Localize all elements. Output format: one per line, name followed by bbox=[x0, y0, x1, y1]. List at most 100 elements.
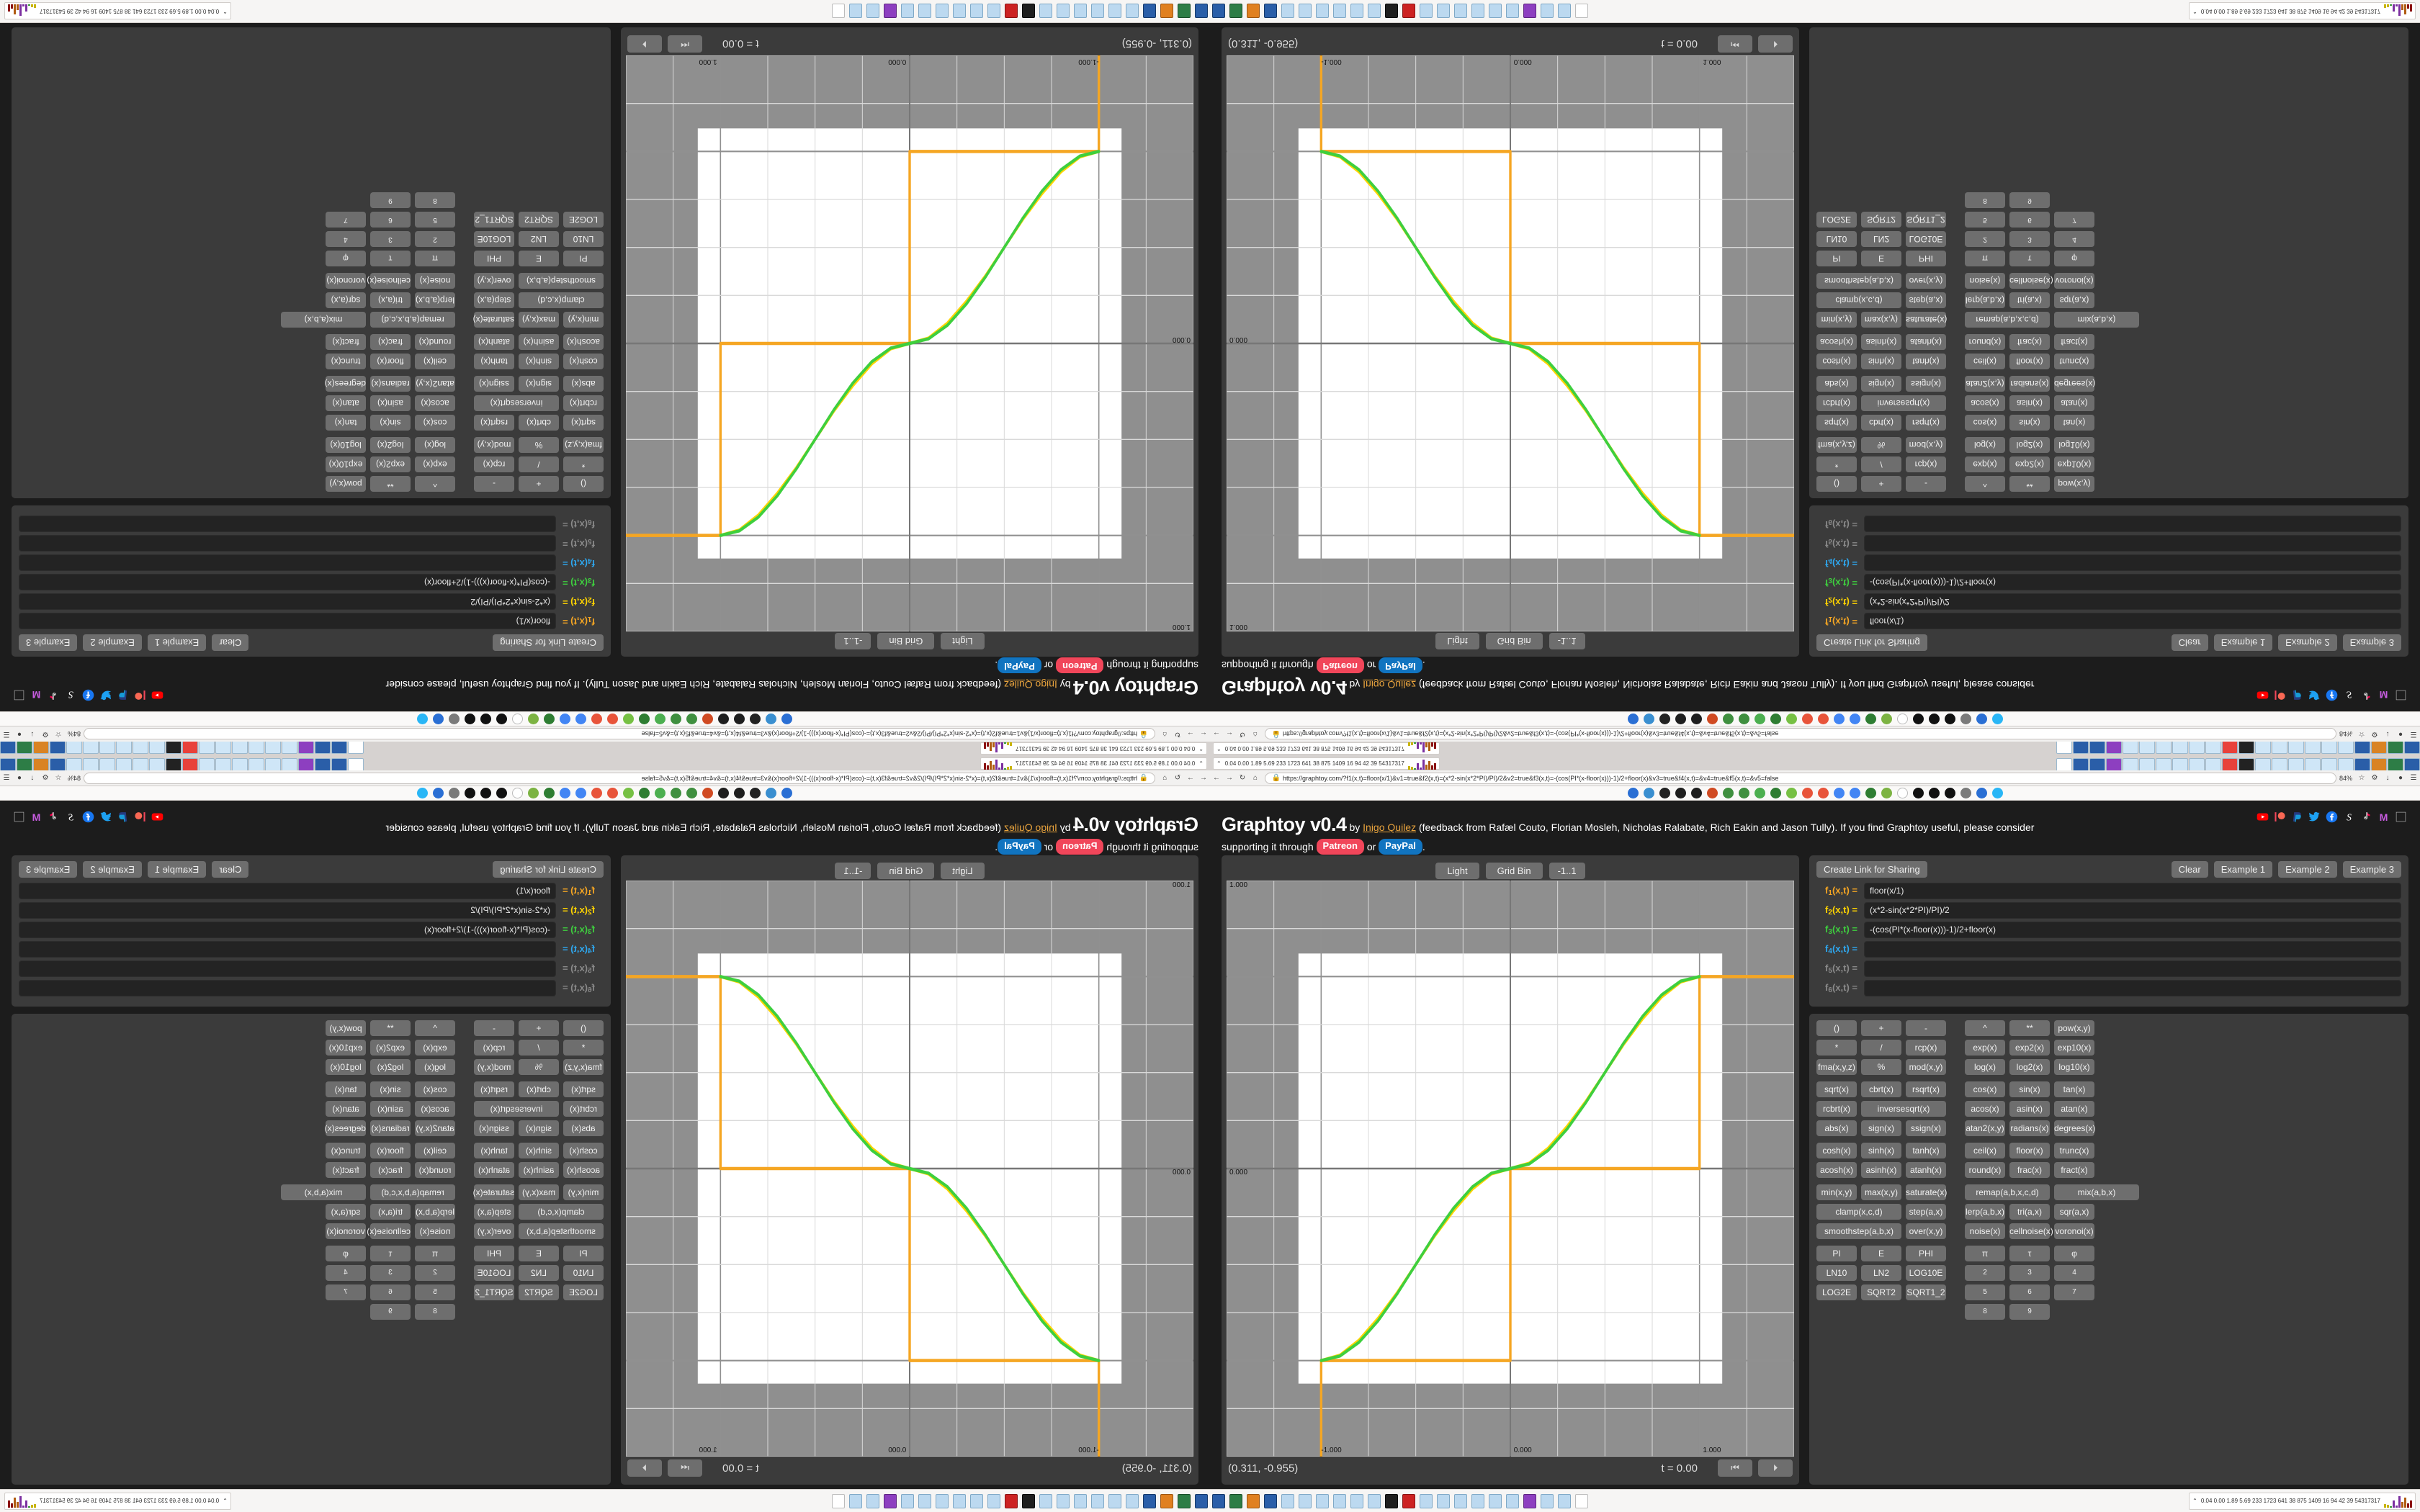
bookmark-icon[interactable] bbox=[512, 714, 524, 724]
tiktok-icon[interactable] bbox=[2360, 811, 2372, 823]
extensions-icon[interactable]: ⚙ bbox=[42, 773, 49, 782]
menu-icon[interactable]: ☰ bbox=[3, 773, 10, 782]
facebook-icon[interactable] bbox=[2326, 689, 2338, 701]
keypad-button-atan2-x-y[interactable]: atan2(x,y) bbox=[1965, 376, 2005, 392]
browser-tabstrip[interactable]: ⌃ 0.04 0.00 1.89 5.69 233 1723 641 38 87… bbox=[0, 756, 1210, 770]
keypad-button-tri-a-x[interactable]: tri(a,x) bbox=[2009, 1204, 2050, 1220]
keypad-button-[interactable]: () bbox=[1816, 476, 1857, 492]
keypad-button-rcp-x[interactable]: rcp(x) bbox=[474, 456, 514, 472]
formula-input[interactable] bbox=[1864, 960, 2401, 977]
keypad-button-clamp-x-c-d[interactable]: clamp(x,c,d) bbox=[519, 292, 604, 308]
bookmark-icon[interactable] bbox=[544, 714, 555, 724]
keypad-button-2[interactable]: 2 bbox=[415, 231, 455, 247]
keypad-button-[interactable]: + bbox=[1861, 476, 1901, 492]
browser-tab[interactable] bbox=[50, 758, 66, 770]
taskbar-icon[interactable] bbox=[1385, 4, 1398, 19]
patreon-icon[interactable] bbox=[134, 689, 146, 701]
create-link-button[interactable]: Create Link for Sharing bbox=[493, 634, 604, 651]
keypad-button-sinh-x[interactable]: sinh(x) bbox=[519, 1143, 559, 1158]
keypad-button-[interactable]: - bbox=[474, 1020, 514, 1036]
example-3-button[interactable]: Example 3 bbox=[19, 861, 78, 878]
browser-tab[interactable] bbox=[2222, 742, 2238, 754]
bookmark-icon[interactable] bbox=[1865, 714, 1876, 724]
formula-toolbar[interactable]: Create Link for Sharing Clear Example 1 … bbox=[19, 634, 604, 651]
taskbar-icon[interactable] bbox=[866, 4, 879, 19]
formula-input[interactable]: (x*2-sin(x*2*PI)/PI)/2 bbox=[1864, 902, 2401, 919]
keypad-button-sqrt1-2[interactable]: SQRT1_2 bbox=[474, 1284, 514, 1300]
browser-navigation-bar[interactable]: ← → ↻ ⌂ 🔒 https://graphtoy.com/?f1(x,t)=… bbox=[0, 726, 1210, 742]
rewind-button[interactable]: ⏮ bbox=[1718, 1459, 1752, 1477]
taskbar-icon[interactable] bbox=[1489, 4, 1502, 19]
bookmark-icon[interactable] bbox=[1722, 788, 1734, 798]
keypad-button-ssign-x[interactable]: ssign(x) bbox=[1906, 1120, 1946, 1136]
keypad-button-frac-x[interactable]: frac(x) bbox=[2009, 1162, 2050, 1178]
keypad-button-[interactable]: % bbox=[1861, 437, 1901, 453]
keypad-button-[interactable]: + bbox=[519, 1020, 559, 1036]
taskbar-icon[interactable] bbox=[970, 4, 983, 19]
keypad-button-5[interactable]: 5 bbox=[1965, 1284, 2005, 1300]
taskbar-icon[interactable] bbox=[1091, 4, 1104, 19]
keypad-button-remap-a-b-x-c-d[interactable]: remap(a,b,x,c,d) bbox=[1965, 312, 2050, 328]
keypad-button-6[interactable]: 6 bbox=[2009, 212, 2050, 228]
patreon-button[interactable]: Patreon bbox=[1316, 839, 1364, 855]
keypad-button-6[interactable]: 6 bbox=[2009, 1284, 2050, 1300]
keypad-button-sin-x[interactable]: sin(x) bbox=[370, 1081, 411, 1097]
taskbar-icon[interactable] bbox=[1523, 1493, 1536, 1508]
keypad-button-lerp-a-b-x[interactable]: lerp(a,b,x) bbox=[1965, 1204, 2005, 1220]
formula-label[interactable]: f1(x,t) = bbox=[563, 615, 595, 627]
taskbar-icon[interactable] bbox=[1005, 4, 1018, 19]
keypad-button-[interactable]: % bbox=[519, 1059, 559, 1075]
taskbar-icon[interactable] bbox=[987, 4, 1000, 19]
keypad-button-cellnoise-x[interactable]: cellnoise(x) bbox=[367, 1223, 411, 1239]
bookmark-icon[interactable] bbox=[1643, 714, 1654, 724]
keypad-button-noise-x[interactable]: noise(x) bbox=[1965, 1223, 2005, 1239]
social-links[interactable]: S M bbox=[13, 811, 163, 823]
taskbar-icon[interactable] bbox=[1160, 4, 1173, 19]
bookmark-icon[interactable] bbox=[781, 714, 793, 724]
reload-icon[interactable]: ↻ bbox=[1174, 773, 1181, 782]
zoom-level[interactable]: 84% bbox=[68, 774, 81, 782]
keypad-button-tanh-x[interactable]: tanh(x) bbox=[1906, 354, 1946, 369]
browser-tab[interactable] bbox=[232, 758, 248, 770]
keypad-button-ceil-x[interactable]: ceil(x) bbox=[415, 1143, 455, 1158]
keypad-button-abs-x[interactable]: abs(x) bbox=[563, 1120, 604, 1136]
keypad-button-rcp-x[interactable]: rcp(x) bbox=[474, 1040, 514, 1056]
browser-tab[interactable] bbox=[2255, 758, 2271, 770]
theme-toggle-button[interactable]: Light bbox=[941, 862, 985, 879]
browser-tab[interactable] bbox=[2156, 758, 2172, 770]
bookmark-icon[interactable] bbox=[1865, 788, 1876, 798]
keypad-button-clamp-x-c-d[interactable]: clamp(x,c,d) bbox=[1816, 292, 1901, 308]
browser-tab[interactable] bbox=[199, 758, 215, 770]
keypad-button-cellnoise-x[interactable]: cellnoise(x) bbox=[2009, 273, 2053, 289]
keypad-button-cos-x[interactable]: cos(x) bbox=[1965, 415, 2005, 431]
rewind-button[interactable]: ⏮ bbox=[1718, 35, 1752, 53]
keypad-button-3[interactable]: 3 bbox=[370, 231, 411, 247]
taskbar-icon[interactable] bbox=[1022, 4, 1035, 19]
keypad-button-sqrt-x[interactable]: sqrt(x) bbox=[1816, 415, 1857, 431]
profile-icon[interactable]: ● bbox=[17, 773, 22, 782]
bookmark-icon[interactable] bbox=[1944, 788, 1955, 798]
browser-tab[interactable] bbox=[248, 742, 264, 754]
keypad-button-inversesqrt-x[interactable]: inversesqrt(x) bbox=[1861, 395, 1946, 411]
keypad-button-pi[interactable]: PI bbox=[563, 1246, 604, 1261]
keypad-button-fract-x[interactable]: fract(x) bbox=[2054, 1162, 2094, 1178]
bookmark-icon[interactable] bbox=[449, 714, 460, 724]
taskbar-icon[interactable] bbox=[987, 1493, 1000, 1508]
keypad-button-mod-x-y[interactable]: mod(x,y) bbox=[1906, 437, 1946, 453]
reload-icon[interactable]: ↻ bbox=[1174, 730, 1181, 739]
keypad-button-[interactable]: ** bbox=[370, 476, 411, 492]
bookmark-icon[interactable] bbox=[1659, 714, 1670, 724]
browser-tab[interactable] bbox=[2238, 742, 2254, 754]
keypad-button-6[interactable]: 6 bbox=[370, 1284, 411, 1300]
play-button[interactable]: ⏵ bbox=[1758, 35, 1793, 53]
bookmark-star-icon[interactable]: ☆ bbox=[55, 773, 62, 782]
bookmark-icon[interactable] bbox=[433, 714, 444, 724]
bookmark-icon[interactable] bbox=[750, 714, 761, 724]
taskbar-icon[interactable] bbox=[1437, 4, 1450, 19]
keypad-button-inversesqrt-x[interactable]: inversesqrt(x) bbox=[1861, 1101, 1946, 1117]
taskbar-icon[interactable] bbox=[1212, 4, 1225, 19]
keypad-button-fma-x-y-z[interactable]: fma(x,y,z) bbox=[1816, 437, 1857, 453]
formula-input[interactable]: -(cos(PI*(x-floor(x)))-1)/2+floor(x) bbox=[1864, 922, 2401, 938]
keypad-button-acosh-x[interactable]: acosh(x) bbox=[563, 1162, 604, 1178]
browser-tab[interactable] bbox=[2123, 742, 2138, 754]
